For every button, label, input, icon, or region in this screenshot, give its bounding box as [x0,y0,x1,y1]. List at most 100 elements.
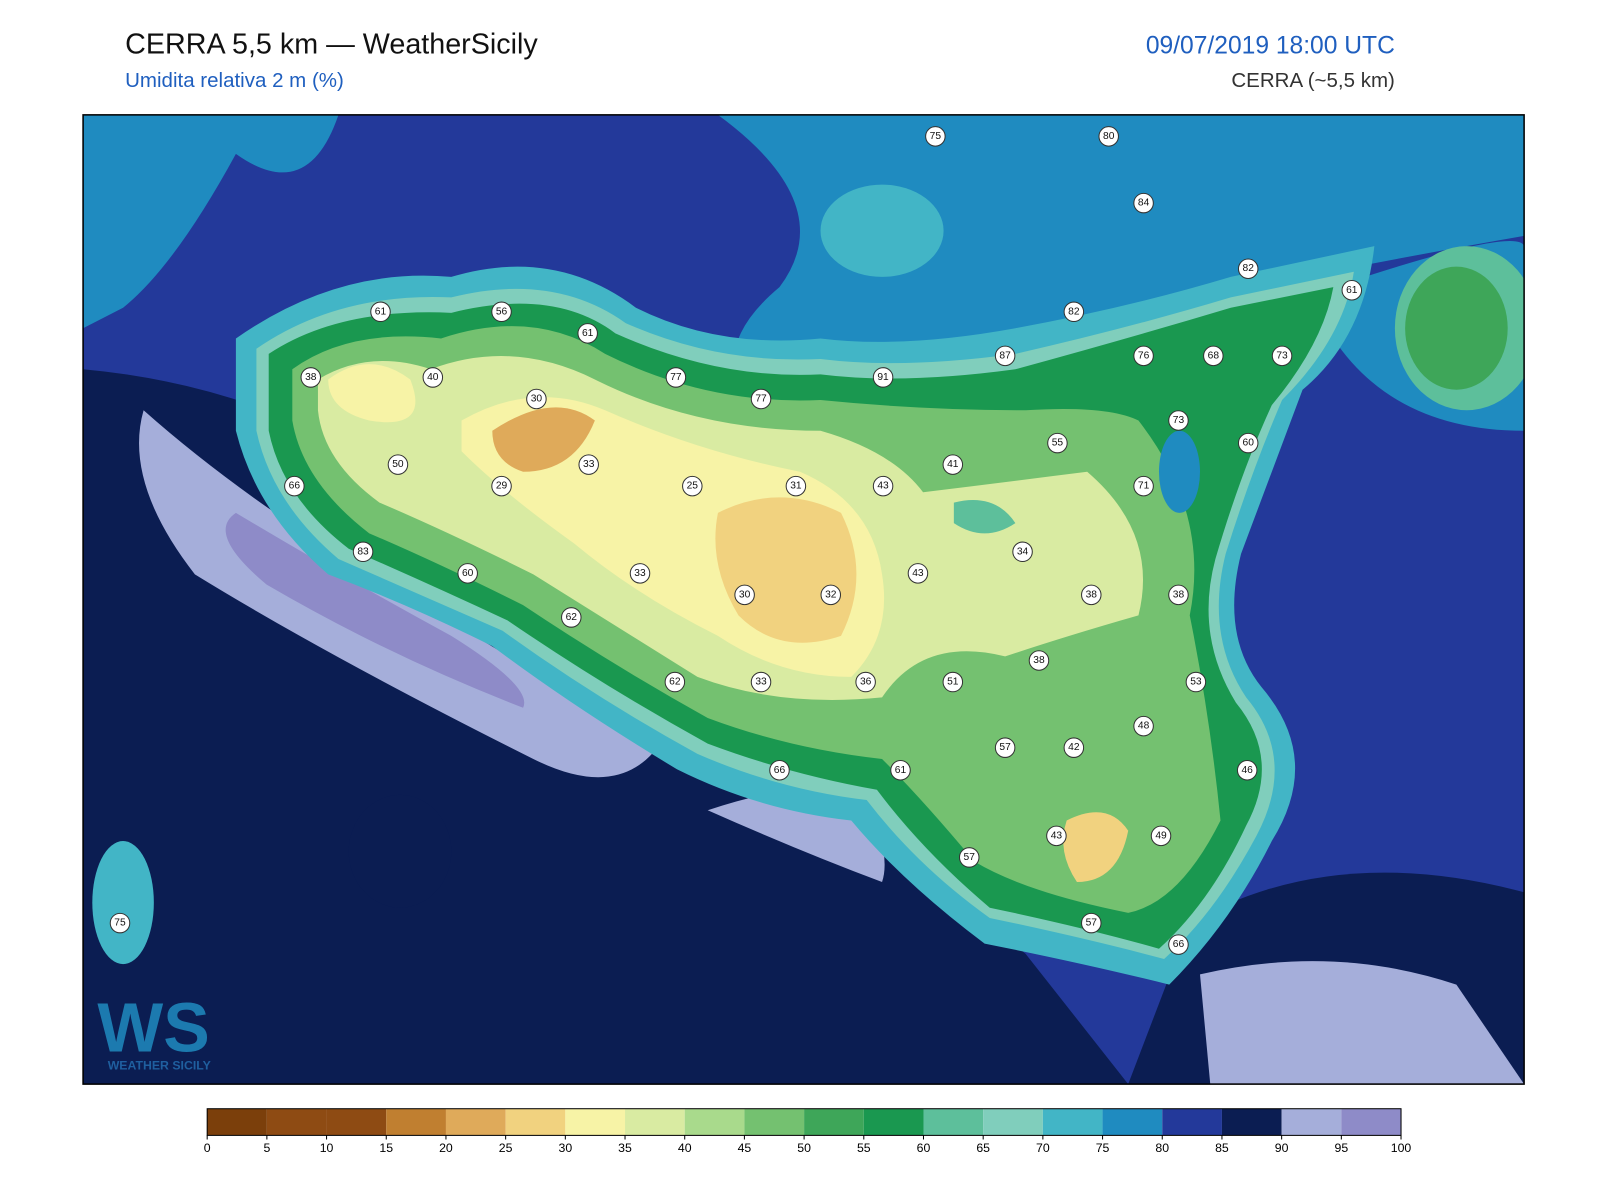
station-value: 73 [1173,415,1185,426]
station-marker [958,847,980,868]
station-value: 83 [357,546,369,557]
station-marker [491,475,512,497]
colorbar-cell [804,1108,864,1136]
station-marker [907,563,929,584]
station-value: 57 [1086,918,1098,929]
station-value: 29 [496,481,508,492]
station-marker [1237,432,1259,454]
station-marker [1081,584,1102,606]
colorbar-cell [1341,1108,1402,1136]
station-marker [664,671,686,693]
map-frame [82,114,1525,1085]
colorbar-tick-label: 50 [797,1141,811,1155]
colorbar-tick-label: 65 [976,1141,990,1155]
station-marker [734,584,755,606]
colorbar-cell [1281,1108,1342,1136]
station-marker [109,912,131,934]
colorbar-tick-label: 15 [379,1141,393,1155]
station-value: 68 [1208,350,1220,361]
datetime: 09/07/2019 18:00 UTC [1146,32,1395,59]
station-marker [1046,825,1067,847]
station-marker [665,367,687,388]
station-value: 66 [774,765,786,776]
station-value: 57 [999,742,1011,753]
station-marker [682,475,703,497]
colorbar-cell [386,1108,446,1136]
subtitle: Umidita relativa 2 m (%) [125,69,344,92]
colorbar-cell [625,1108,685,1136]
station-marker [1185,671,1207,693]
station-value: 82 [1068,306,1080,317]
station-value: 36 [860,677,872,688]
station-marker [1341,279,1363,301]
station-marker [750,388,772,410]
station-value: 60 [1243,438,1255,449]
station-value: 62 [566,612,578,623]
station-marker [352,541,374,563]
stations: 75 80 84 82 61 82 61 56 61 87 76 68 73 38 40 77 91 77 30 73… [109,126,1363,955]
colorbar-tick-label: 90 [1275,1141,1289,1155]
station-value: 61 [895,765,907,776]
station-marker [457,563,478,584]
station-value: 87 [999,350,1011,361]
station-marker [1203,345,1224,367]
station-marker [1063,737,1085,758]
station-value: 50 [392,459,404,470]
station-marker [561,607,582,628]
station-value: 43 [877,481,889,492]
colorbar-cell [1102,1108,1163,1136]
colorbar-tick-label: 55 [857,1141,871,1155]
colorbar-tick-label: 70 [1036,1141,1050,1155]
station-marker [942,671,964,693]
station-marker [1133,192,1154,214]
station-value: 61 [582,328,594,339]
station-value: 84 [1138,198,1150,209]
station-value: 66 [1173,939,1185,950]
colorbar-tick-label: 60 [917,1141,931,1155]
station-marker [994,345,1016,367]
station-marker [1237,258,1259,279]
colorbar-cell [505,1108,566,1136]
station-value: 56 [496,306,508,317]
station-marker [872,475,894,497]
station-marker [1098,126,1119,147]
station-value: 48 [1138,721,1150,732]
station-marker [994,737,1016,758]
station-value: 43 [1051,830,1063,841]
station-value: 30 [531,393,543,404]
station-marker [855,671,876,693]
station-value: 66 [289,481,301,492]
station-marker [1133,715,1154,737]
station-value: 40 [427,372,439,383]
map-field [83,114,1525,1085]
station-value: 53 [1190,677,1202,688]
station-marker [1063,301,1085,323]
station-marker [1133,475,1154,497]
station-marker [300,367,322,388]
station-value: 38 [305,372,317,383]
colorbar-cell [1162,1108,1222,1136]
station-marker [526,388,547,410]
station-value: 42 [1068,742,1080,753]
colorbar-tick-label: 35 [618,1141,632,1155]
station-value: 61 [375,306,387,317]
station-value: 32 [825,589,837,600]
colorbar-tick-label: 95 [1334,1141,1348,1155]
station-value: 30 [739,589,751,600]
station-value: 49 [1155,830,1167,841]
station-value: 55 [1052,438,1064,449]
station-marker [1133,345,1154,367]
colorbar-tick-label: 10 [320,1141,334,1155]
logo: WS WEATHER SICILY [97,988,210,1072]
station-marker [284,475,305,497]
colorbar-tick-label: 0 [204,1141,211,1155]
station-value: 75 [930,131,942,142]
station-marker [1168,410,1189,431]
colorbar-cell [744,1108,805,1136]
colorbar: 0 5 10 15 20 25 30 35 40 45 50 55 60 65 70 75 80 85 90 95 10… [204,1108,1411,1155]
station-value: 31 [790,481,802,492]
colorbar-tick-label: 40 [678,1141,692,1155]
station-marker [1236,759,1258,781]
station-value: 75 [114,918,126,929]
